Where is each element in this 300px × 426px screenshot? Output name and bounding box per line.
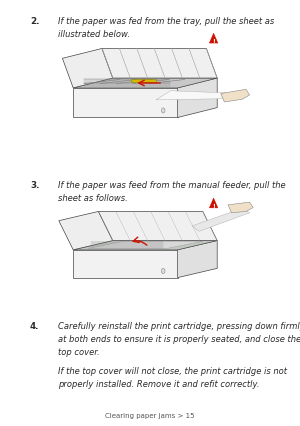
Polygon shape: [228, 203, 253, 213]
Polygon shape: [59, 212, 113, 250]
Polygon shape: [156, 92, 242, 101]
Polygon shape: [98, 212, 217, 241]
Text: 2.: 2.: [30, 17, 40, 26]
Text: If the paper was fed from the tray, pull the sheet as: If the paper was fed from the tray, pull…: [58, 17, 275, 26]
Text: !: !: [212, 39, 215, 44]
Text: If the top cover will not close, the print cartridge is not: If the top cover will not close, the pri…: [58, 366, 287, 375]
Polygon shape: [88, 242, 203, 249]
Polygon shape: [209, 34, 218, 44]
Text: !: !: [212, 203, 215, 208]
Polygon shape: [102, 49, 217, 79]
Text: top cover.: top cover.: [58, 347, 100, 356]
Polygon shape: [73, 241, 217, 250]
Polygon shape: [192, 209, 250, 232]
Text: 4.: 4.: [30, 322, 40, 331]
Polygon shape: [209, 199, 218, 208]
Polygon shape: [221, 90, 250, 103]
Circle shape: [161, 109, 165, 114]
Text: Clearing paper jams > 15: Clearing paper jams > 15: [105, 412, 195, 418]
Polygon shape: [178, 241, 217, 278]
Text: illustrated below.: illustrated below.: [58, 30, 130, 39]
Text: 3.: 3.: [30, 181, 40, 190]
Text: Carefully reinstall the print cartridge, pressing down firmly: Carefully reinstall the print cartridge,…: [58, 322, 300, 331]
Circle shape: [161, 269, 165, 274]
Text: sheet as follows.: sheet as follows.: [58, 194, 128, 203]
Polygon shape: [73, 79, 217, 89]
Polygon shape: [73, 89, 178, 118]
Polygon shape: [178, 79, 217, 118]
Text: If the paper was feed from the manual feeder, pull the: If the paper was feed from the manual fe…: [58, 181, 286, 190]
Text: at both ends to ensure it is properly seated, and close the: at both ends to ensure it is properly se…: [58, 334, 300, 343]
Polygon shape: [62, 49, 113, 89]
Polygon shape: [131, 80, 156, 82]
Polygon shape: [73, 250, 178, 278]
Text: properly installed. Remove it and refit correctly.: properly installed. Remove it and refit …: [58, 379, 260, 388]
